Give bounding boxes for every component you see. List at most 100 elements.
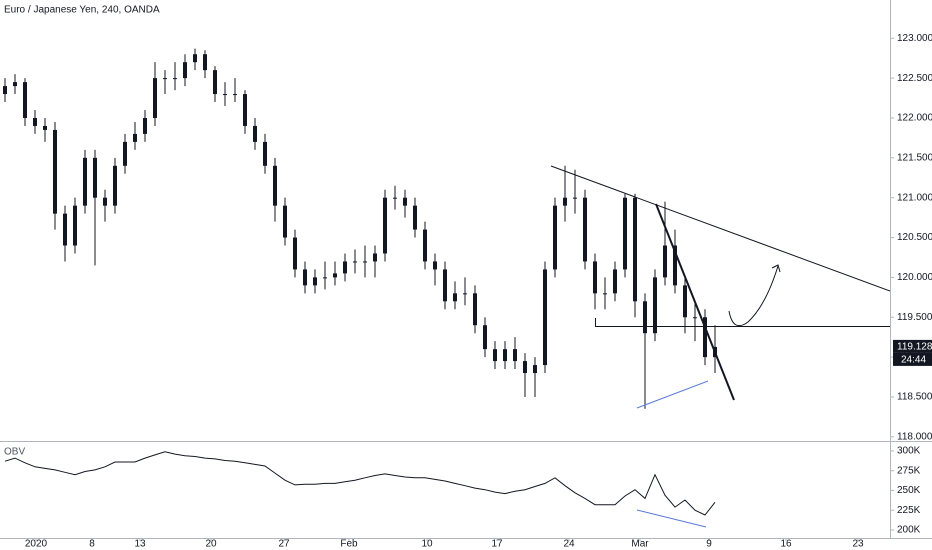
y-tick-label: 118.000 <box>897 431 932 442</box>
x-tick-label: 9 <box>706 539 712 550</box>
y-tick-label: 118.500 <box>897 392 932 403</box>
candle-body <box>293 237 297 270</box>
candle-body <box>223 94 227 96</box>
candle-body <box>303 269 307 286</box>
candle-body <box>663 245 667 278</box>
candle-body <box>693 317 697 319</box>
candle-body <box>3 86 7 95</box>
candle-body <box>313 277 317 286</box>
candle-body <box>703 317 707 358</box>
candle-body <box>613 269 617 294</box>
y-tick-label: 120.000 <box>897 272 932 283</box>
y-tick-label: 300K <box>897 446 921 457</box>
countdown-box <box>893 352 932 366</box>
candle-body <box>673 245 677 286</box>
y-tick-label: 200K <box>897 525 921 536</box>
candle-body <box>403 197 407 206</box>
x-tick-label: 17 <box>491 539 503 550</box>
candle-body <box>23 82 27 118</box>
candle-body <box>153 78 157 118</box>
candle-body <box>533 365 537 374</box>
candle-body <box>333 273 337 278</box>
candle-body <box>53 129 57 214</box>
candle-body <box>83 157 87 206</box>
candle-body <box>93 157 97 198</box>
candle-body <box>553 205 557 270</box>
candle-body <box>203 54 207 71</box>
candle-body <box>543 269 547 366</box>
candle-body <box>383 197 387 254</box>
x-tick-label: 20 <box>205 539 217 550</box>
candle-body <box>233 94 237 96</box>
obv-line <box>4 451 716 516</box>
x-tick-label: 8 <box>89 539 95 550</box>
y-tick-label: 122.500 <box>897 73 932 84</box>
x-tick-label: 27 <box>278 539 290 550</box>
candle-body <box>73 205 77 246</box>
candle-body <box>283 205 287 238</box>
x-tick-label: 16 <box>780 539 792 550</box>
candle-body <box>603 293 607 295</box>
y-tick-label: 120.500 <box>897 232 932 243</box>
candle-body <box>593 261 597 294</box>
candle-body <box>513 349 517 362</box>
candle-body <box>453 293 457 302</box>
y-tick-label: 121.500 <box>897 152 932 163</box>
last-price-box <box>893 339 932 353</box>
x-tick-label: 10 <box>421 539 433 550</box>
candle-body <box>243 94 247 126</box>
candle-body <box>163 78 167 80</box>
candle-body <box>193 54 197 63</box>
divergence-line <box>636 380 709 409</box>
y-tick-label: 275K <box>897 465 921 476</box>
candle-body <box>473 293 477 326</box>
drawings <box>550 165 891 528</box>
candle-body <box>173 78 177 80</box>
forecast-arrowhead <box>771 264 781 273</box>
trend-line <box>550 165 891 292</box>
x-tick-label: Mar <box>631 539 649 550</box>
candle-body <box>523 361 527 374</box>
y-tick-label: 250K <box>897 485 921 496</box>
x-tick-label: Feb <box>340 539 358 550</box>
candle-body <box>643 301 647 334</box>
candle-body <box>273 165 277 206</box>
y-tick-label: 121.000 <box>897 192 932 203</box>
candle-body <box>33 117 37 126</box>
candle-body <box>373 253 377 262</box>
candle-body <box>493 349 497 362</box>
candle-body <box>133 133 137 142</box>
y-tick-label: 123.000 <box>897 33 932 44</box>
candle-body <box>433 261 437 270</box>
candle-body <box>653 277 657 334</box>
chart-title: Euro / Japanese Yen, 240, OANDA <box>4 5 160 16</box>
candle-body <box>183 62 187 79</box>
x-tick-label: 24 <box>563 539 575 550</box>
candle-body <box>683 285 687 318</box>
candle-body <box>483 325 487 350</box>
candle-body <box>413 205 417 230</box>
candle-body <box>463 293 467 295</box>
x-tick-label: 23 <box>852 539 864 550</box>
candle-body <box>573 197 577 199</box>
y-tick-label: 122.000 <box>897 113 932 124</box>
candle-body <box>363 261 367 263</box>
last-price-label: 119.128 <box>897 342 932 353</box>
forecast-arrow <box>728 265 779 327</box>
candle-body <box>263 141 267 166</box>
candle-body <box>423 229 427 262</box>
candle-body <box>43 125 47 130</box>
indicator-title: OBV <box>4 447 25 458</box>
candle-body <box>443 269 447 302</box>
y-tick-label: 119.500 <box>897 312 932 323</box>
candle-body <box>143 117 147 134</box>
candle-body <box>353 261 357 263</box>
x-tick-label: 13 <box>134 539 146 550</box>
candle-body <box>583 197 587 262</box>
candle-body <box>323 277 327 279</box>
candle-body <box>63 213 67 246</box>
candle-body <box>213 70 217 95</box>
candle-body <box>623 197 627 270</box>
